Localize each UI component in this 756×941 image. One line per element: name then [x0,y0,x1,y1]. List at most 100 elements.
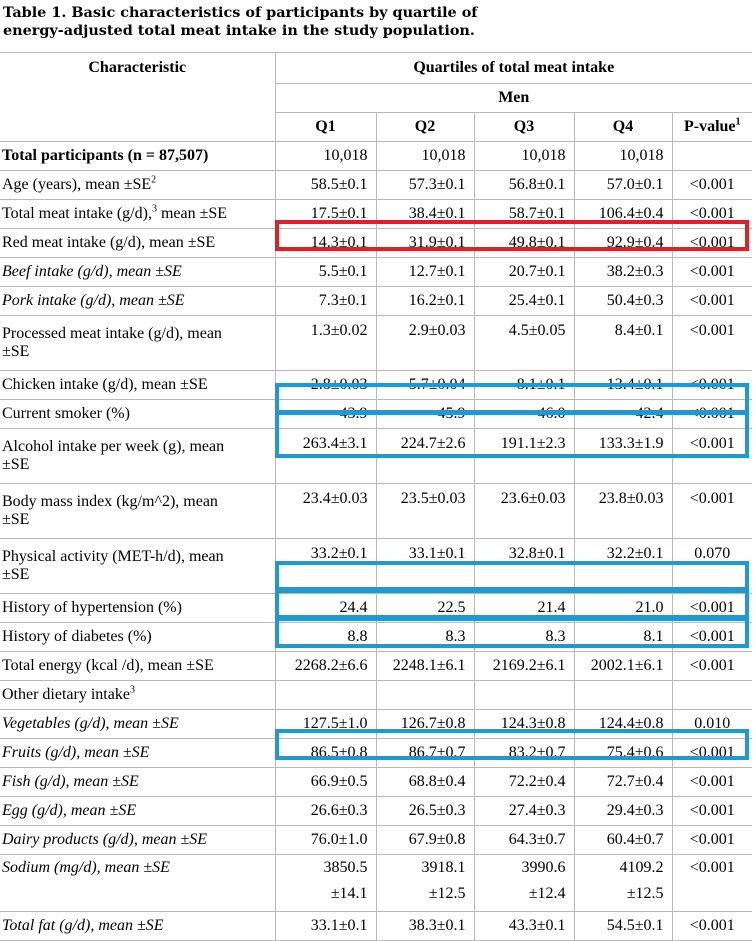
cell-pvalue: 0.070 [671,538,753,594]
cell-q4: 10,018 [573,141,672,171]
cell-q1: 33.1±0.1 [274,911,376,941]
cell-q2: 68.8±0.4 [375,767,474,797]
cell-pvalue: <0.001 [671,825,753,855]
row-label: Red meat intake (g/d), mean ±SE [0,228,275,258]
table-row: Dairy products (g/d), mean ±SE 76.0±1.0 … [0,825,753,855]
cell-q1: 10,018 [274,141,376,171]
cell-pvalue: <0.001 [671,199,753,229]
cell-q3: 25.4±0.1 [473,286,574,316]
row-label: Other dietary intake3 [0,680,275,710]
highlight-smoker-row [275,383,749,414]
cell-q2: 2.9±0.03 [375,315,474,371]
cell-q4: 2002.1±6.1 [573,651,672,681]
cell-q3: 43.3±0.1 [473,911,574,941]
cell-pvalue: <0.001 [671,767,753,797]
cell-q1: 66.9±0.5 [274,767,376,797]
cell-q2: 126.7±0.8 [375,709,474,739]
cell-q2: 31.9±0.1 [375,228,474,258]
table-row: Age (years), mean ±SE2 58.5±0.1 57.3±0.1… [0,170,753,200]
cell-q3: 64.3±0.7 [473,825,574,855]
header-pvalue: P-value1 [671,112,753,142]
highlight-hypertension-row [275,561,749,591]
row-label: Total fat (g/d), mean ±SE [0,911,275,941]
table-row: Physical activity (MET-h/d), mean ±SE 33.… [0,538,753,594]
cell-q1: 3850.5 ±14.1 [274,854,376,912]
cell-q3: 10,018 [473,141,574,171]
table-row: Total energy (kcal /d), mean ±SE 2268.2±… [0,651,753,681]
cell-q2: 33.1±0.1 [375,538,474,594]
cell-q2: 3918.1 ±12.5 [375,854,474,912]
cell-q3: 4.5±0.05 [473,315,574,371]
row-label: Dairy products (g/d), mean ±SE [0,825,275,855]
cell-q1: 2268.2±6.6 [274,651,376,681]
row-label: Sodium (mg/d), mean ±SE [0,854,275,912]
cell-q4: 32.2±0.1 [573,538,672,594]
table-row: Egg (g/d), mean ±SE 26.6±0.3 26.5±0.3 27… [0,796,753,826]
cell-q4: 23.8±0.03 [573,483,672,539]
cell-q3: 72.2±0.4 [473,767,574,797]
cell-pvalue: <0.001 [671,854,753,912]
highlight-fish-row [275,729,749,760]
cell-q2: 67.9±0.8 [375,825,474,855]
cell-q1: 86.5±0.8 [274,738,376,768]
row-label: Vegetables (g/d), mean ±SE [0,709,275,739]
row-label: Total participants (n = 87,507) [0,141,275,171]
table-row: Other dietary intake3 [0,680,753,710]
cell-q2: 12.7±0.1 [375,257,474,287]
highlight-red-meat-row [275,220,749,251]
row-label: Fish (g/d), mean ±SE [0,767,275,797]
cell-q3: 49.8±0.1 [473,228,574,258]
cell-q2: 38.4±0.1 [375,199,474,229]
header-q4: Q4 [573,112,672,142]
row-label: Total energy (kcal /d), mean ±SE [0,651,275,681]
cell-q3: 58.7±0.1 [473,199,574,229]
cell-q4: 106.4±0.4 [573,199,672,229]
cell-q2: 16.2±0.1 [375,286,474,316]
cell-q1: 23.4±0.03 [274,483,376,539]
row-label: Egg (g/d), mean ±SE [0,796,275,826]
row-label: Pork intake (g/d), mean ±SE [0,286,275,316]
caption-line-1: Table 1. Basic characteristics of partic… [3,4,478,21]
cell-q4: 50.4±0.3 [573,286,672,316]
row-label: Total meat intake (g/d),3 mean ±SE [0,199,275,229]
row-label: Fruits (g/d), mean ±SE [0,738,275,768]
table-row: Sodium (mg/d), mean ±SE 3850.5 ±14.1 3918… [0,854,753,912]
cell-q4: 8.4±0.1 [573,315,672,371]
cell-q1: 58.5±0.1 [274,170,376,200]
row-label: Alcohol intake per week (g), mean ±SE [0,428,275,484]
cell-q4: 54.5±0.1 [573,911,672,941]
row-label: Age (years), mean ±SE2 [0,170,275,200]
cell-pvalue: <0.001 [671,911,753,941]
cell-q4: 124.4±0.8 [573,709,672,739]
cell-q2: 38.3±0.1 [375,911,474,941]
cell-q1: 26.6±0.3 [274,796,376,826]
header-q3: Q3 [473,112,574,142]
cell-q4: 4109.2 ±12.5 [573,854,672,912]
cell-pvalue: <0.001 [671,315,753,371]
cell-q4: 60.4±0.7 [573,825,672,855]
cell-pvalue: <0.001 [671,796,753,826]
header-characteristic: Characteristic [0,52,275,142]
cell-q4: 92.9±0.4 [573,228,672,258]
cell-pvalue [671,141,753,171]
cell-q4: 57.0±0.1 [573,170,672,200]
cell-q3: 20.7±0.1 [473,257,574,287]
cell-q1: 76.0±1.0 [274,825,376,855]
cell-q4: 72.7±0.4 [573,767,672,797]
table-row: Fruits (g/d), mean ±SE 86.5±0.8 86.7±0.7… [0,738,753,768]
cell-q4: 38.2±0.3 [573,257,672,287]
table-row: Fish (g/d), mean ±SE 66.9±0.5 68.8±0.4 7… [0,767,753,797]
table-row: Pork intake (g/d), mean ±SE 7.3±0.1 16.2… [0,286,753,316]
caption-line-2: energy-adjusted total meat intake in the… [3,22,475,39]
highlight-energy-row [275,617,749,648]
header-q1: Q1 [274,112,376,142]
table-row: Total meat intake (g/d),3 mean ±SE 17.5±… [0,199,753,229]
highlight-diabetes-row [275,589,749,619]
header-men: Men [274,83,753,113]
cell-q1: 14.3±0.1 [274,228,376,258]
cell-q1: 17.5±0.1 [274,199,376,229]
cell-q3: 2169.2±6.1 [473,651,574,681]
table-row: Beef intake (g/d), mean ±SE 5.5±0.1 12.7… [0,257,753,287]
table-row: Total fat (g/d), mean ±SE 33.1±0.1 38.3±… [0,911,753,941]
cell-q1: 5.5±0.1 [274,257,376,287]
